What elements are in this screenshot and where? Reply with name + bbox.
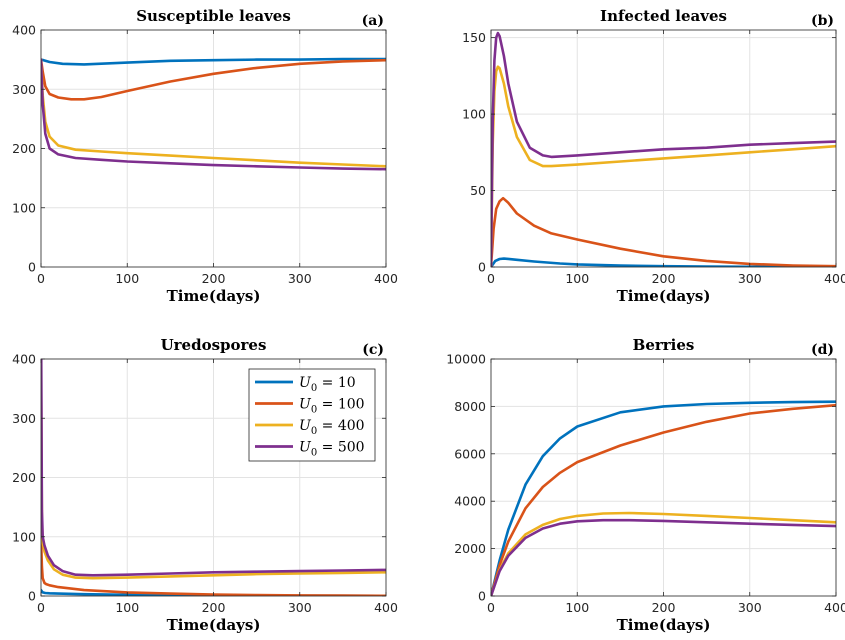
panel-label: (c) [362, 342, 384, 358]
series-group [41, 57, 386, 171]
y-tick-label: 100 [12, 529, 36, 544]
panel-label: (a) [362, 13, 384, 29]
series-line [41, 359, 386, 577]
x-axis-label: Time(days) [167, 616, 261, 634]
x-tick-label: 300 [738, 600, 762, 615]
x-axis-label: Time(days) [167, 287, 261, 305]
chart-title: Susceptible leaves [136, 7, 291, 25]
legend: U0 = 10 U0 = 100 U0 = 400 U0 = 500 [248, 368, 376, 462]
y-tick-label: 150 [462, 30, 486, 45]
series-group [491, 400, 836, 596]
panel-a: 0 100 200 300 400 0 100 200 300 400 Susceptible le… [12, 7, 398, 305]
y-tick-label: 4000 [454, 494, 486, 509]
legend-entry: U0 = 500 [299, 440, 365, 459]
x-tick-label: 0 [37, 271, 45, 286]
x-tick-label: 300 [288, 600, 312, 615]
x-tick-label: 100 [565, 271, 589, 286]
chart-title: Infected leaves [600, 7, 727, 25]
y-tick-label: 300 [12, 82, 36, 97]
x-tick-label: 0 [37, 600, 45, 615]
series-group [491, 31, 836, 267]
x-tick-label: 100 [115, 271, 139, 286]
y-tick-label: 2000 [454, 541, 486, 556]
x-tick-label: 300 [288, 271, 312, 286]
series-line [41, 359, 386, 580]
y-tick-label: 300 [12, 411, 36, 426]
x-tick-label: 100 [115, 600, 139, 615]
legend-entry: U0 = 100 [299, 397, 365, 416]
x-tick-label: 400 [824, 600, 845, 615]
series-line [41, 57, 386, 66]
series-line [41, 58, 386, 168]
x-axis-label: Time(days) [617, 616, 711, 634]
y-tick-label: 400 [12, 352, 36, 367]
y-tick-label: 0 [478, 589, 486, 604]
x-axis-label: Time(days) [617, 287, 711, 305]
panel-c: 0 100 200 300 400 0 100 200 300 400 Uredospores (c)… [12, 336, 398, 634]
series-line [491, 196, 836, 267]
series-line [41, 58, 386, 101]
x-tick-label: 400 [374, 600, 398, 615]
y-tick-label: 0 [28, 260, 36, 275]
x-tick-label: 400 [374, 271, 398, 286]
legend-entry: U0 = 10 [299, 375, 356, 394]
x-tick-label: 200 [202, 600, 226, 615]
y-tick-label: 6000 [454, 446, 486, 461]
series-group [41, 359, 386, 596]
y-tick-label: 8000 [454, 399, 486, 414]
y-tick-label: 50 [470, 183, 486, 198]
series-line [491, 511, 836, 596]
series-line [491, 31, 836, 267]
legend-entry: U0 = 400 [299, 418, 365, 437]
series-line [491, 403, 836, 596]
series-line [491, 65, 836, 267]
series-line [41, 535, 386, 596]
y-tick-label: 100 [462, 107, 486, 122]
y-tick-label: 200 [12, 470, 36, 485]
x-tick-label: 200 [652, 271, 676, 286]
x-tick-label: 400 [824, 271, 845, 286]
y-tick-label: 200 [12, 141, 36, 156]
series-line [491, 400, 836, 596]
y-tick-label: 10000 [446, 352, 486, 367]
x-tick-label: 200 [652, 600, 676, 615]
series-line [41, 58, 386, 171]
panel-b: 0 100 200 300 400 0 50 100 150 Infected leaves (b)… [462, 7, 845, 305]
x-tick-label: 0 [487, 600, 495, 615]
y-tick-label: 400 [12, 23, 36, 38]
x-tick-label: 300 [738, 271, 762, 286]
panel-label: (d) [811, 342, 834, 358]
x-tick-label: 0 [487, 271, 495, 286]
y-tick-label: 0 [478, 260, 486, 275]
panel-label: (b) [811, 13, 834, 29]
series-line [491, 518, 836, 596]
y-tick-label: 100 [12, 200, 36, 215]
chart-title: Berries [633, 336, 695, 354]
panel-d: 0 100 200 300 4000200040006000800010000Berri… [446, 336, 845, 634]
chart-title: Uredospores [161, 336, 267, 354]
x-tick-label: 100 [565, 600, 589, 615]
x-tick-label: 200 [202, 271, 226, 286]
y-tick-label: 0 [28, 589, 36, 604]
